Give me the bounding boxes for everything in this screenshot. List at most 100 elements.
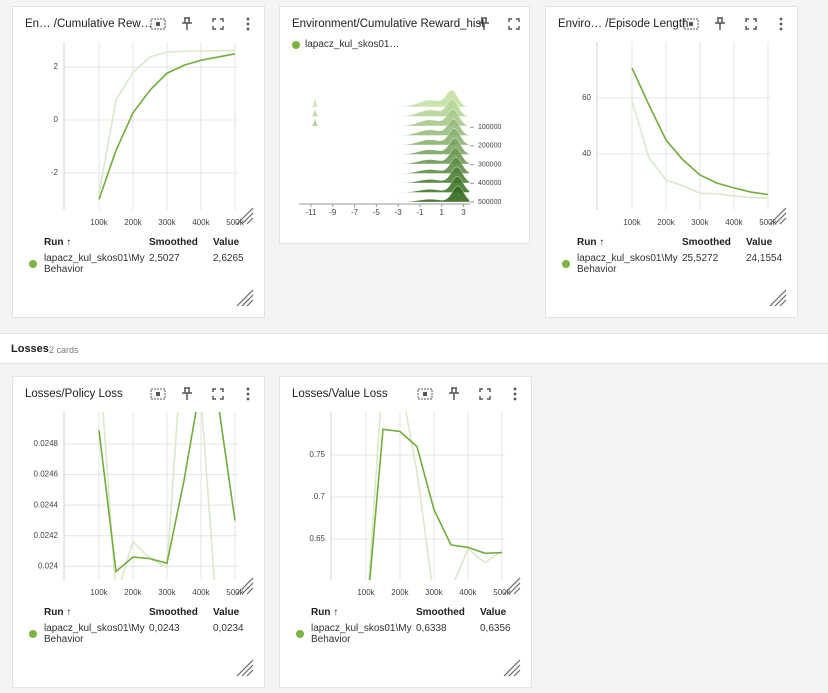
resize-handle[interactable] — [503, 577, 521, 595]
y-tick-label: 0.65 — [309, 534, 325, 543]
toolbar-button[interactable] — [182, 17, 192, 30]
section-header: Losses 2 cards — [0, 333, 828, 364]
resize-handle[interactable] — [236, 659, 254, 677]
toolbar-button[interactable] — [715, 17, 725, 30]
x-tick-label: -9 — [329, 208, 337, 217]
icon-shape — [150, 388, 166, 400]
section-count: 2 cards — [49, 345, 79, 355]
histogram-ridge — [299, 176, 471, 193]
resize-handle[interactable] — [236, 577, 254, 595]
resize-handle[interactable] — [236, 207, 254, 225]
icon-shape — [779, 22, 783, 26]
y-tick-label: 300000 — [478, 161, 501, 168]
series-line — [631, 67, 769, 196]
icon-shape — [182, 17, 192, 30]
x-tick-label: 200k — [657, 218, 675, 227]
toolbar-button[interactable] — [246, 387, 250, 401]
x-tick-label: 500k — [759, 218, 777, 227]
table-header: Smoothed — [416, 607, 465, 618]
run-name: lapacz_kul_skos01\My Behavior — [44, 253, 145, 275]
histogram-ridge — [299, 128, 471, 146]
table-header: Value — [746, 237, 773, 248]
x-tick-label: 400k — [459, 588, 477, 597]
toolbar-button[interactable] — [479, 388, 491, 400]
toolbar-button[interactable] — [212, 388, 224, 400]
x-tick-label: 200k — [124, 218, 142, 227]
card-graphics: 100k 200k 300k 400k 500k 2 0 -2 — [29, 17, 254, 307]
histogram-ridge — [299, 147, 471, 165]
resize-handle[interactable] — [503, 659, 521, 677]
icon-shape — [156, 22, 160, 26]
run-color-dot — [29, 260, 37, 268]
histogram-ridge — [299, 166, 471, 184]
series-line — [102, 412, 216, 580]
x-tick-label: 100k — [90, 588, 108, 597]
x-tick-label: 500k — [226, 588, 244, 597]
x-tick-label: 200k — [391, 588, 409, 597]
y-tick-label: 400000 — [478, 180, 501, 187]
card: 100k 200k 300k 400k 500k 2 0 -2 En… /Cumulative … — [12, 6, 265, 318]
x-tick-label: 3 — [461, 208, 466, 217]
histogram-ridge — [299, 109, 471, 127]
toolbar-button[interactable] — [182, 387, 192, 400]
x-tick-label: 400k — [725, 218, 743, 227]
icon-shape — [745, 18, 757, 30]
toolbar-button[interactable] — [479, 17, 489, 30]
table-header: Value — [213, 607, 240, 618]
toolbar-button[interactable] — [212, 18, 224, 30]
table-cell: 0,6338 — [416, 623, 447, 634]
table-header: Run ↑ — [311, 607, 339, 618]
x-tick-label: -7 — [351, 208, 359, 217]
section-title: Losses — [11, 343, 49, 355]
card: 100k 200k 300k 400k 500k 0.75 0.7 0.65 Losses/Va… — [279, 376, 532, 688]
icon-shape — [715, 17, 725, 30]
card-title: Environment/Cumulative Reward_hist — [292, 18, 485, 30]
toolbar-button[interactable] — [745, 18, 757, 30]
toolbar-button[interactable] — [150, 18, 166, 30]
toolbar-button[interactable] — [449, 387, 459, 400]
y-tick-label: 0.7 — [314, 492, 326, 501]
table-cell: 24,1554 — [746, 253, 783, 264]
table-header: Run ↑ — [44, 607, 72, 618]
toolbar-button[interactable] — [150, 388, 166, 400]
icon-shape — [513, 392, 517, 396]
table-header: Value — [480, 607, 507, 618]
run-name: lapacz_kul_skos01\My Behavior — [311, 623, 412, 645]
y-tick-label: 200000 — [478, 143, 501, 150]
toolbar-button[interactable] — [683, 18, 699, 30]
y-tick-label: 2 — [54, 62, 59, 71]
icon-shape — [156, 392, 160, 396]
icon-shape — [508, 18, 520, 30]
resize-handle[interactable] — [769, 207, 787, 225]
x-tick-label: 200k — [124, 588, 142, 597]
toolbar-button[interactable] — [417, 388, 433, 400]
toolbar-button[interactable] — [508, 18, 520, 30]
toolbar-button[interactable] — [246, 17, 250, 31]
x-tick-label: 400k — [192, 218, 210, 227]
icon-shape — [513, 387, 517, 391]
resize-handle[interactable] — [236, 289, 254, 307]
run-name: lapacz_kul_skos01\My Behavior — [577, 253, 678, 275]
icon-shape — [246, 27, 250, 31]
icon-shape — [246, 17, 250, 21]
icon-shape — [212, 18, 224, 30]
icon-shape — [212, 388, 224, 400]
y-tick-label: 0 — [54, 115, 59, 124]
toolbar-button[interactable] — [513, 387, 517, 401]
y-tick-label: -2 — [51, 168, 59, 177]
icon-shape — [479, 388, 491, 400]
card-graphics: 100k 200k 300k 400k 500k 0.75 0.7 0.65 — [296, 387, 521, 677]
table-cell: 0,0243 — [149, 623, 180, 634]
table-cell: 0,6356 — [480, 623, 511, 634]
x-tick-label: 300k — [691, 218, 709, 227]
card-graphics: 100k 200k 300k 400k 500k 60 40 — [562, 17, 787, 307]
card-title: Losses/Value Loss — [292, 388, 388, 400]
icon-shape — [779, 17, 783, 21]
icon-shape — [150, 18, 166, 30]
icon-shape — [423, 392, 427, 396]
x-tick-label: 100k — [90, 218, 108, 227]
card: 100k 200k 300k 400k 500k 0.0248 0.0246 0.0244 0.… — [12, 376, 265, 688]
toolbar-button[interactable] — [779, 17, 783, 31]
resize-handle[interactable] — [769, 289, 787, 307]
